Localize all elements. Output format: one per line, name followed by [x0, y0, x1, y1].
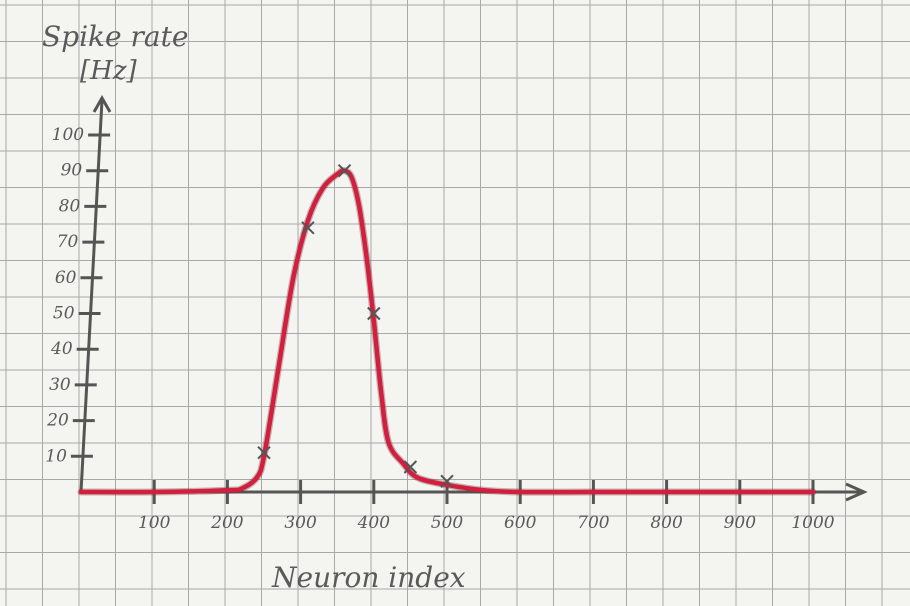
x-tick-label: 900 — [724, 513, 757, 533]
data-point-stroke — [337, 163, 352, 178]
y-tick-label: 90 — [61, 161, 83, 181]
y-tick-label: 100 — [52, 125, 85, 145]
data-point-stroke — [440, 474, 454, 488]
data-point — [301, 221, 315, 235]
data-point-stroke — [367, 306, 381, 321]
y-tick-label: 40 — [50, 339, 73, 359]
y-tick-label: 50 — [53, 304, 75, 324]
x-tick-label: 300 — [284, 513, 317, 533]
data-point-stroke — [257, 446, 271, 460]
data-point — [257, 446, 271, 460]
y-axis-arrow — [92, 94, 112, 113]
y-tick-label: 70 — [57, 232, 79, 252]
y-tick-label: 20 — [46, 411, 69, 431]
x-tick-label: 400 — [357, 513, 391, 533]
y-axis-line — [79, 99, 104, 493]
y-tick-label: 80 — [59, 196, 81, 216]
y-axis-label-line2: [Hz] — [80, 56, 138, 86]
data-point — [367, 306, 381, 321]
data-point — [440, 474, 454, 488]
data-point — [337, 163, 352, 178]
ticks: 100 200 300 400 500 600 700 800 900 1000 10 20 30 40 5… — [45, 125, 835, 533]
x-axis-arrow — [845, 482, 868, 502]
data-point — [403, 460, 418, 474]
series-line — [78, 168, 816, 495]
series-line-shadow — [77, 167, 817, 496]
y-axis-label-line1: Spike rate — [42, 20, 188, 53]
x-tick-label: 800 — [650, 513, 683, 533]
curve-layer — [77, 167, 817, 496]
x-tick-label: 200 — [210, 513, 244, 533]
data-point-stroke — [301, 221, 315, 235]
axes — [79, 94, 868, 502]
y-tick-label: 10 — [45, 446, 67, 466]
data-point-stroke — [403, 460, 418, 474]
x-tick-label: 500 — [431, 513, 464, 533]
x-axis-label: Neuron index — [271, 561, 466, 594]
x-tick-label: 100 — [138, 513, 171, 533]
y-tick-label: 30 — [49, 375, 71, 395]
x-tick-label: 600 — [504, 513, 537, 533]
marked-points — [257, 163, 454, 488]
x-tick-label: 1000 — [791, 513, 834, 533]
x-tick-label: 700 — [577, 513, 610, 533]
y-tick-label: 60 — [55, 268, 77, 288]
